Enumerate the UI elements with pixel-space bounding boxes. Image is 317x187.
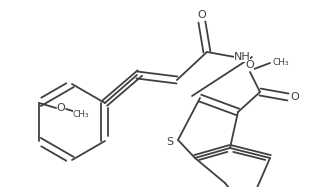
Text: CH₃: CH₃ (273, 57, 289, 67)
Text: S: S (166, 137, 174, 147)
Text: O: O (246, 60, 254, 70)
Text: O: O (197, 10, 206, 20)
Text: CH₃: CH₃ (73, 110, 89, 119)
Text: O: O (291, 92, 299, 102)
Text: NH: NH (234, 52, 250, 62)
Text: O: O (57, 103, 66, 113)
